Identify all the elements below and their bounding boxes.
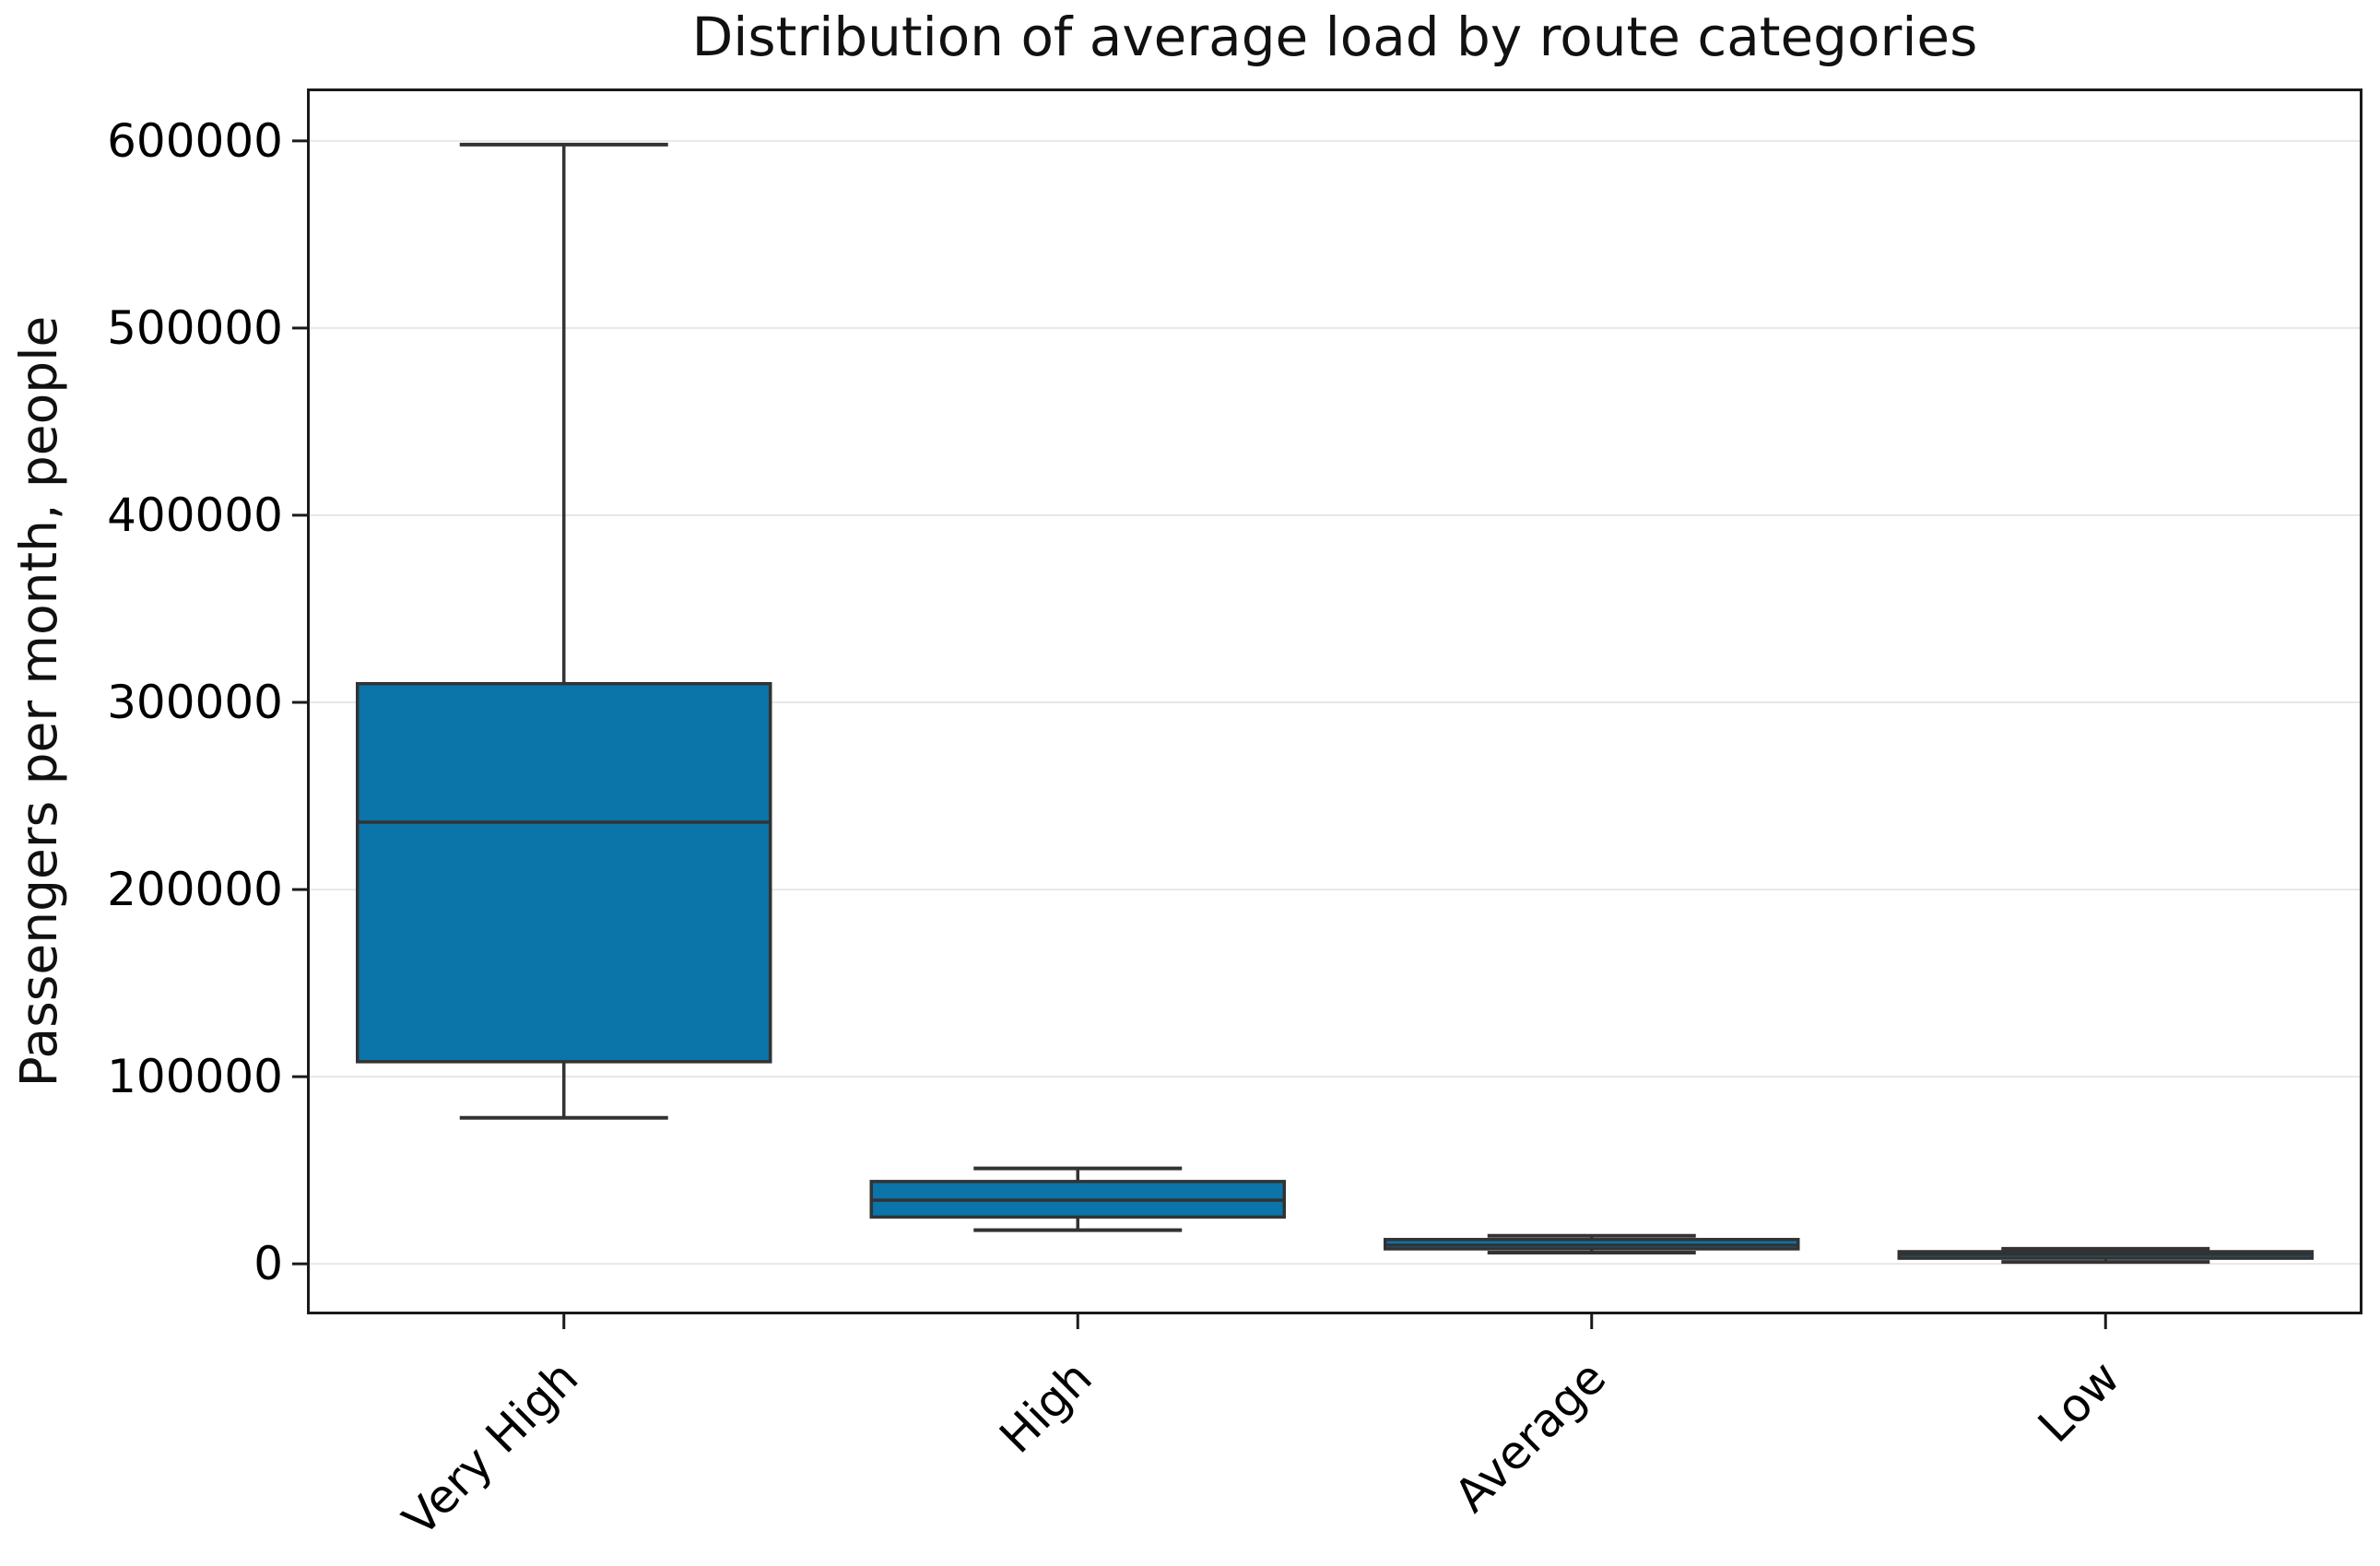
- chart-title: Distribution of average load by route ca…: [691, 6, 1978, 68]
- y-tick-label-300000: 300000: [107, 676, 283, 729]
- y-tick-label-600000: 600000: [107, 114, 283, 168]
- y-tick-label-0: 0: [253, 1237, 283, 1290]
- x-tick-label-high: High: [989, 1350, 1102, 1463]
- y-tick-label-500000: 500000: [107, 301, 283, 355]
- x-tick-label-very-high: Very High: [393, 1350, 588, 1546]
- x-tick-label-low: Low: [2028, 1350, 2130, 1453]
- box-very-high: [356, 681, 772, 1064]
- axes-frame: [307, 88, 2362, 1314]
- y-tick-label-200000: 200000: [107, 863, 283, 916]
- y-tick-label-100000: 100000: [107, 1050, 283, 1103]
- y-tick-label-400000: 400000: [107, 489, 283, 542]
- x-tick-label-average: Average: [1444, 1350, 1616, 1522]
